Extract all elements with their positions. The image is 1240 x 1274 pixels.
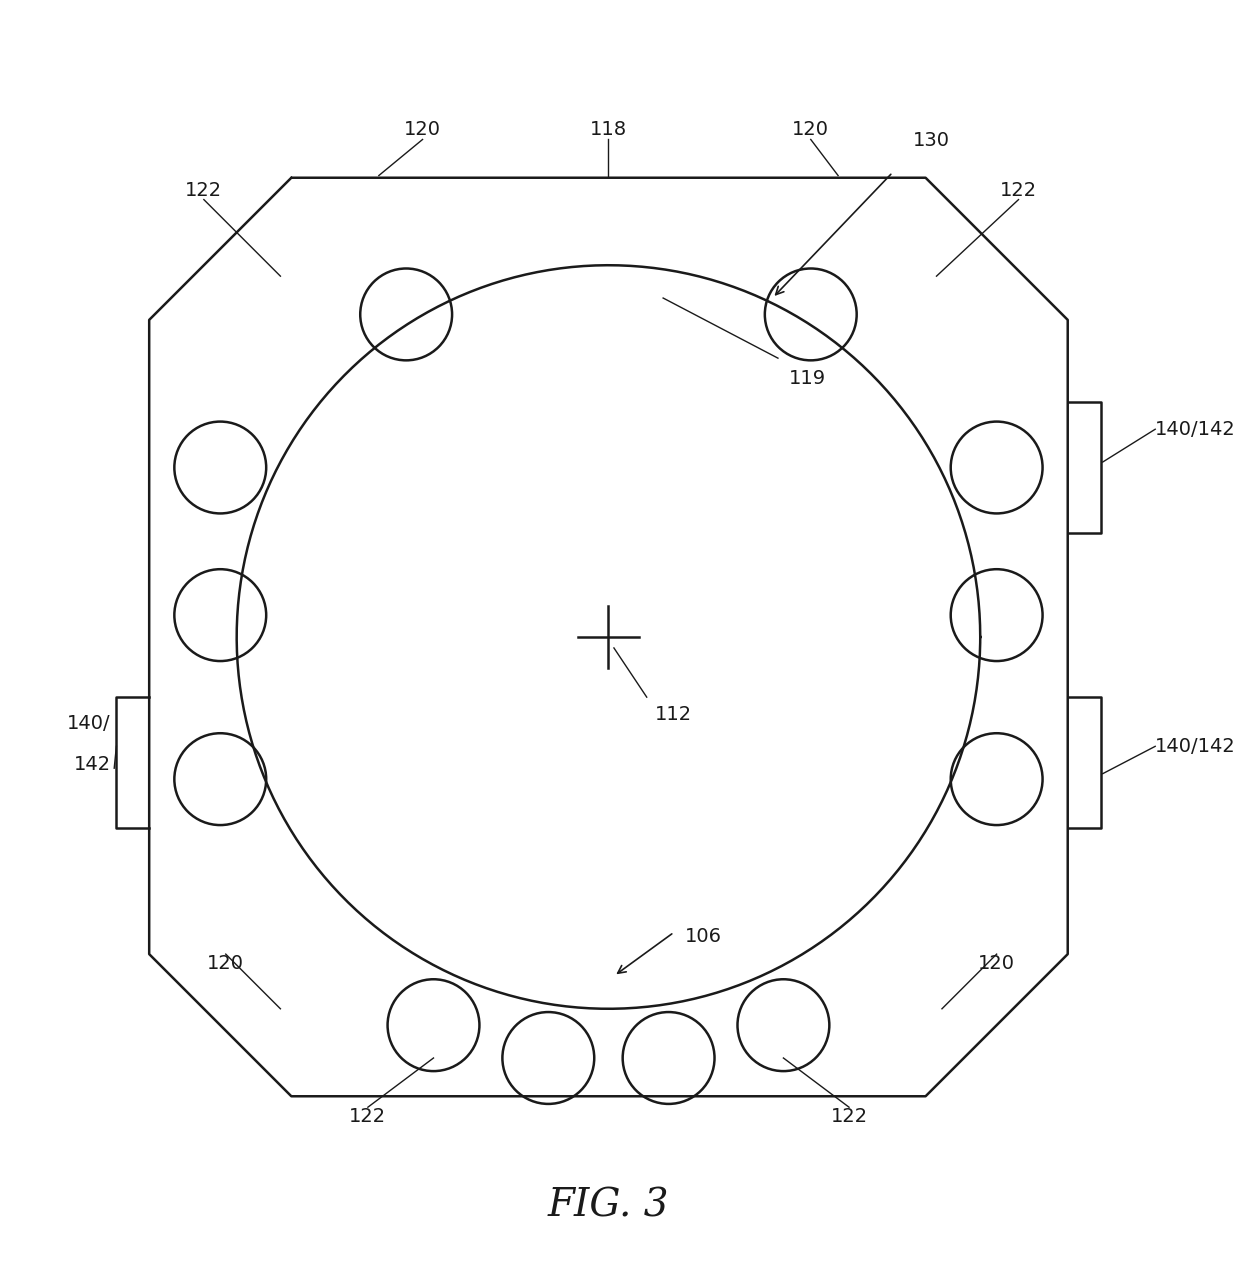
Text: 120: 120	[792, 121, 830, 139]
Text: 112: 112	[655, 705, 692, 724]
Text: 122: 122	[831, 1107, 868, 1126]
Text: 122: 122	[185, 181, 222, 200]
Text: 120: 120	[207, 954, 244, 973]
Text: 130: 130	[913, 131, 950, 150]
Text: FIG. 3: FIG. 3	[548, 1187, 670, 1224]
Text: 122: 122	[999, 181, 1037, 200]
Text: 122: 122	[350, 1107, 387, 1126]
Text: 140/: 140/	[67, 715, 110, 734]
Text: 120: 120	[404, 121, 441, 139]
Text: 118: 118	[590, 121, 627, 139]
Text: 142: 142	[74, 755, 110, 775]
Text: 140/142: 140/142	[1156, 419, 1236, 438]
Text: 140/142: 140/142	[1156, 736, 1236, 755]
Text: 120: 120	[978, 954, 1016, 973]
Text: 106: 106	[684, 926, 722, 945]
Text: 119: 119	[789, 369, 826, 389]
